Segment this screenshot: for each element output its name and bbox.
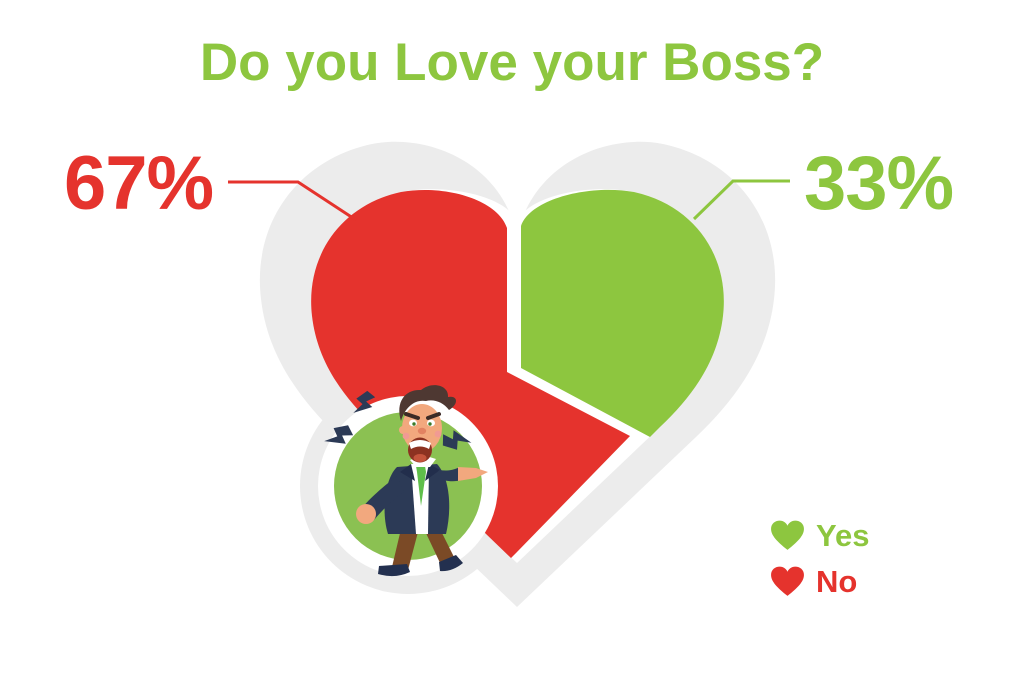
legend-item-yes: Yes xyxy=(769,519,869,552)
boss-right-leg xyxy=(425,529,455,565)
boss-tie xyxy=(416,466,426,506)
boss-pointing-hand xyxy=(458,467,488,481)
boss-teeth xyxy=(409,440,431,449)
chart-title: Do you Love your Boss? xyxy=(199,33,825,92)
boss-left-eyebrow xyxy=(404,412,420,420)
legend-item-no: No xyxy=(769,565,869,598)
no-leader-line xyxy=(228,180,357,222)
boss-left-shoe xyxy=(378,564,410,577)
boss-right-eyebrow xyxy=(426,412,441,420)
boss-right-arm xyxy=(435,467,462,482)
boss-right-pupil xyxy=(428,422,432,426)
boss-left-cheek xyxy=(402,432,410,440)
boss-fist xyxy=(356,504,376,524)
yes-heart-icon xyxy=(771,520,804,550)
legend: Yes No xyxy=(769,519,869,598)
legend-label-no: No xyxy=(816,564,858,599)
boss-right-lapel xyxy=(425,464,440,481)
angry-boss-illustration xyxy=(321,385,488,577)
boss-right-shoe xyxy=(439,555,463,572)
legend-label-yes: Yes xyxy=(816,518,870,553)
no-percentage-label: 67% xyxy=(64,141,214,226)
boss-ear xyxy=(399,426,407,434)
yes-slice-green xyxy=(521,189,724,437)
boss-tongue xyxy=(413,454,427,462)
boss-left-leg xyxy=(392,529,418,570)
no-heart-icon xyxy=(771,566,804,596)
boss-left-lapel xyxy=(400,464,415,481)
yes-leader-line xyxy=(692,179,790,221)
boss-nose xyxy=(417,427,427,435)
boss-left-pupil xyxy=(412,422,416,426)
no-slice-red xyxy=(311,189,630,558)
yes-percentage-label: 33% xyxy=(804,141,954,226)
boss-hair xyxy=(399,385,457,421)
boss-right-cheek xyxy=(434,430,442,438)
